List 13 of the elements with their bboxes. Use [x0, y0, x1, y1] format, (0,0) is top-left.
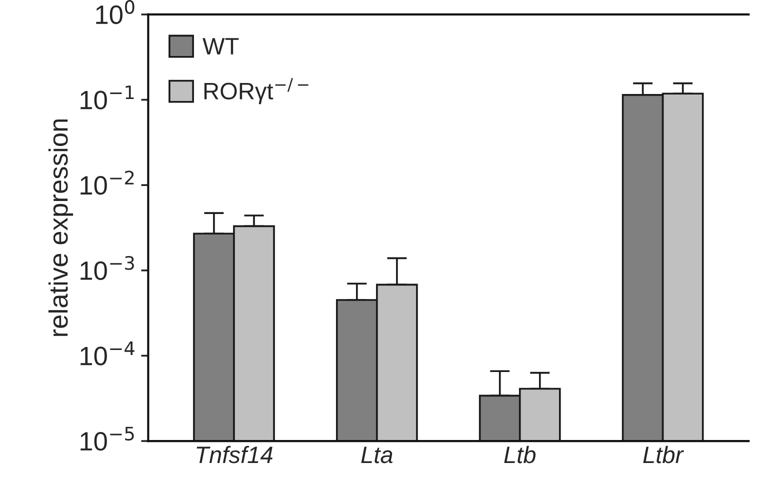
- y-tick-label: 10$^{−1}$: [80, 86, 134, 110]
- x-tick-label: Ltb: [504, 446, 536, 464]
- x-tick-label: Lta: [361, 446, 393, 464]
- y-axis-title: relative expression: [48, 119, 74, 336]
- y-tick-label: 10$^{−4}$: [80, 342, 134, 366]
- y-tick-label: 10$^{−5}$: [80, 426, 134, 451]
- y-tick-label: 10$^{0}$: [96, 0, 134, 24]
- legend-label: RORγt$^{−/−}$: [204, 78, 308, 104]
- x-tick-label: Ltbr: [643, 446, 684, 464]
- y-tick-label: 10$^{−3}$: [80, 256, 134, 280]
- y-tick-label: 10$^{−2}$: [80, 170, 134, 195]
- x-tick-label: Tnfsf14: [196, 446, 272, 464]
- legend-label: WT: [202, 38, 239, 54]
